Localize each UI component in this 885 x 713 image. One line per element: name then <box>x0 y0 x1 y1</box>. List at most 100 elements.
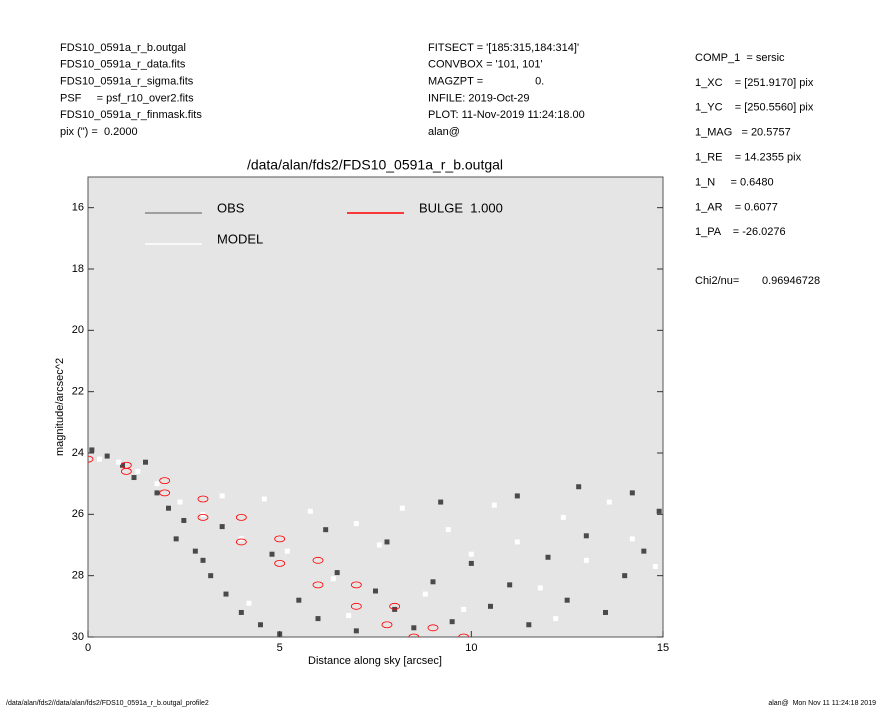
data-point <box>468 560 474 566</box>
chi2-value: 0.96946728 <box>762 275 820 287</box>
data-point <box>583 557 589 563</box>
data-point <box>238 609 244 615</box>
data-point <box>246 600 252 606</box>
data-point <box>445 527 451 533</box>
data-point <box>353 521 359 527</box>
data-point <box>269 551 275 557</box>
data-point <box>449 619 455 625</box>
data-point <box>376 542 382 548</box>
header-right-line: 1_MAG = 20.5757 <box>695 127 791 139</box>
data-point <box>166 505 171 511</box>
data-point <box>373 588 378 594</box>
y-tick-label: 28 <box>72 570 84 582</box>
data-point <box>258 622 263 628</box>
data-point <box>261 496 267 502</box>
data-point <box>641 548 647 554</box>
header-right-line: 1_AR = 0.6077 <box>695 201 778 213</box>
header-left-line: PSF = psf_r10_over2.fits <box>60 92 194 104</box>
header-middle-line: PLOT: 11-Nov-2019 11:24:18.00 <box>428 109 585 121</box>
data-point <box>154 481 160 487</box>
data-point <box>219 493 225 499</box>
header-middle-line: alan@ <box>428 126 460 138</box>
header-left-line: FDS10_0591a_r_finmask.fits <box>60 109 202 121</box>
chi2-label: Chi2/nu= <box>695 275 739 287</box>
header-middle-line: MAGZPT = 0. <box>428 76 544 88</box>
bulge-point <box>350 581 362 589</box>
data-point <box>526 622 532 628</box>
data-point <box>491 502 497 508</box>
data-point <box>200 557 206 563</box>
data-point <box>120 462 125 468</box>
data-point <box>104 453 110 459</box>
y-tick-label: 22 <box>72 386 84 398</box>
data-point <box>514 539 520 545</box>
data-point <box>488 603 493 609</box>
data-point <box>430 579 436 585</box>
data-point <box>629 536 635 542</box>
data-point <box>154 490 160 496</box>
data-point <box>583 533 589 539</box>
data-point <box>411 625 417 631</box>
data-point <box>181 517 187 523</box>
data-point <box>173 536 179 542</box>
bulge-point <box>197 495 209 503</box>
data-point <box>384 539 390 545</box>
data-point <box>334 570 340 576</box>
x-tick-label: 0 <box>85 642 91 654</box>
y-axis-label: magnitude/arcsec^2 <box>54 358 66 456</box>
data-point <box>97 456 102 462</box>
data-point <box>603 609 608 615</box>
data-point <box>296 597 302 603</box>
header-right-line: 1_PA = -26.0276 <box>695 226 786 238</box>
bulge-point <box>312 556 324 564</box>
data-point <box>177 499 183 505</box>
data-point <box>622 573 628 579</box>
legend-label: OBS <box>217 200 245 215</box>
bulge-point <box>350 602 362 610</box>
x-tick-label: 10 <box>465 642 477 654</box>
header-middle-line: CONVBOX = '101, 101' <box>428 59 543 71</box>
header-middle-line: INFILE: 2019-Oct-29 <box>428 92 530 104</box>
y-tick-label: 24 <box>72 447 84 459</box>
data-point <box>330 576 336 582</box>
footer-right: alan@ Mon Nov 11 11:24:18 2019 <box>768 700 876 707</box>
data-point <box>656 508 662 514</box>
data-point <box>223 591 229 597</box>
data-point <box>353 628 359 634</box>
header-right-line: 1_XC = [251.9170] pix <box>695 77 814 89</box>
y-tick-label: 20 <box>72 324 84 336</box>
data-point <box>537 585 543 591</box>
y-tick-label: 18 <box>72 263 84 275</box>
data-point <box>284 548 290 554</box>
plot-area <box>87 176 664 638</box>
data-point <box>323 527 329 533</box>
chart-title: /data/alan/fds2/FDS10_0591a_r_b.outgal <box>247 157 503 173</box>
bulge-point <box>197 514 209 521</box>
legend-label: MODEL <box>217 231 263 246</box>
bulge-point <box>381 621 393 629</box>
bulge-point <box>389 602 401 610</box>
x-tick-label: 5 <box>277 642 283 654</box>
data-point <box>629 490 635 496</box>
data-point <box>560 514 566 520</box>
x-tick-label: 15 <box>657 642 669 654</box>
bulge-point <box>159 477 171 485</box>
y-tick-label: 30 <box>72 631 84 643</box>
header-left-line: FDS10_0591a_r_data.fits <box>60 59 186 71</box>
footer-left: /data/alan/fds2//data/alan/fds2/FDS10_05… <box>6 700 209 707</box>
data-point <box>564 597 570 603</box>
header-right-line: 1_YC = [250.5560] pix <box>695 102 814 114</box>
data-point <box>219 524 225 530</box>
y-tick-label: 16 <box>72 202 84 214</box>
header-left-line: FDS10_0591a_r_sigma.fits <box>60 76 194 88</box>
data-point <box>307 508 313 514</box>
header-right-line: COMP_1 = sersic <box>695 52 785 64</box>
data-point <box>553 616 559 622</box>
bulge-point <box>274 560 286 567</box>
data-point <box>438 499 444 505</box>
bulge-point <box>159 489 171 497</box>
data-point <box>399 505 405 511</box>
data-point <box>652 563 658 569</box>
header-left-line: pix (") = 0.2000 <box>60 126 138 138</box>
